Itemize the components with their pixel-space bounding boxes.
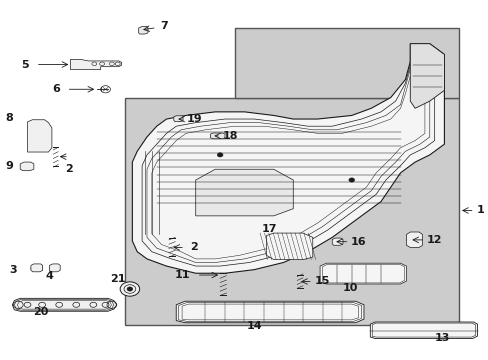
Circle shape [120, 282, 140, 296]
Polygon shape [20, 162, 34, 171]
Polygon shape [195, 169, 293, 216]
Bar [234, 28, 458, 98]
Polygon shape [31, 264, 42, 272]
Circle shape [127, 287, 133, 291]
Text: 4: 4 [45, 271, 53, 281]
Text: 16: 16 [350, 237, 366, 247]
Polygon shape [369, 322, 477, 338]
Text: 13: 13 [433, 333, 449, 343]
Text: 18: 18 [222, 131, 238, 141]
Polygon shape [266, 233, 312, 260]
Polygon shape [406, 232, 422, 247]
Text: 1: 1 [476, 206, 483, 216]
Polygon shape [320, 263, 406, 284]
Text: 14: 14 [246, 321, 262, 331]
Text: 15: 15 [314, 276, 329, 287]
Text: 6: 6 [52, 84, 60, 94]
Text: 21: 21 [110, 274, 125, 284]
Bar [125, 98, 458, 325]
Polygon shape [70, 59, 122, 69]
Text: 7: 7 [160, 21, 168, 31]
Text: 2: 2 [189, 242, 197, 252]
Text: 8: 8 [5, 113, 13, 123]
Circle shape [217, 153, 223, 157]
Text: 3: 3 [9, 265, 17, 275]
Text: 12: 12 [426, 235, 442, 245]
Circle shape [348, 178, 354, 182]
Polygon shape [49, 264, 60, 272]
Text: 9: 9 [5, 161, 13, 171]
Polygon shape [139, 27, 148, 34]
Text: 2: 2 [65, 164, 73, 174]
Text: 10: 10 [343, 283, 358, 293]
Text: 20: 20 [33, 307, 48, 317]
Text: 19: 19 [186, 114, 202, 124]
Text: 5: 5 [21, 59, 29, 69]
Polygon shape [12, 298, 117, 311]
Text: 11: 11 [174, 270, 189, 280]
Polygon shape [27, 120, 52, 152]
Polygon shape [409, 44, 444, 108]
Polygon shape [176, 301, 363, 323]
Polygon shape [331, 238, 342, 245]
Polygon shape [132, 44, 444, 273]
Polygon shape [173, 116, 183, 122]
Text: 17: 17 [262, 225, 277, 234]
Polygon shape [210, 133, 224, 139]
